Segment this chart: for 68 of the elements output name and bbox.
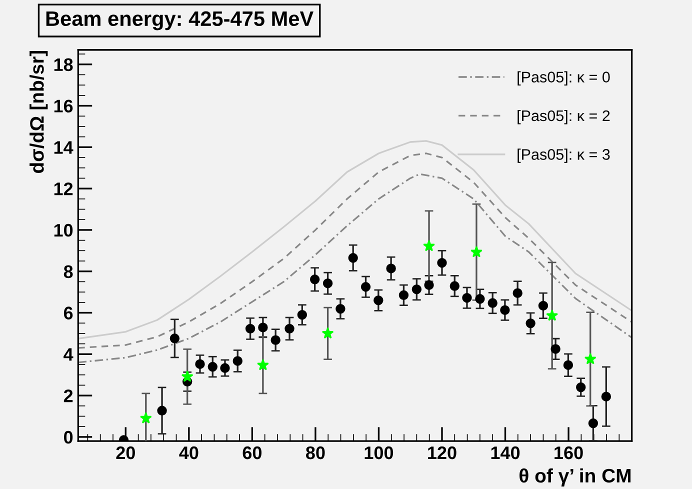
point xyxy=(208,362,218,372)
x-tick-label: 20 xyxy=(116,446,135,460)
point xyxy=(258,322,268,332)
point xyxy=(284,324,294,334)
point xyxy=(423,240,435,252)
point xyxy=(500,305,510,315)
x-tick-label: 60 xyxy=(242,446,262,460)
y-tick-label: 12 xyxy=(54,182,73,196)
x-tick-label: 40 xyxy=(179,446,198,460)
point xyxy=(181,370,194,382)
point xyxy=(140,412,152,424)
x-tick-label: 160 xyxy=(554,446,583,460)
point xyxy=(550,344,560,354)
x-tick-label: 100 xyxy=(364,446,394,460)
point xyxy=(310,274,320,284)
point xyxy=(398,290,409,300)
legend-label: [Pas05]: κ = 2 xyxy=(518,110,610,124)
x-tick-label: 140 xyxy=(491,446,520,460)
point xyxy=(437,258,447,268)
legend-label: [Pas05]: κ = 3 xyxy=(518,148,610,163)
point xyxy=(424,280,434,290)
point xyxy=(576,382,586,392)
x-axis-title: θ of γ’ in CM xyxy=(520,468,631,486)
legend-label: [Pas05]: κ = 0 xyxy=(518,71,610,86)
point xyxy=(256,358,269,370)
point xyxy=(386,264,396,274)
point xyxy=(470,246,482,258)
line-series xyxy=(78,173,632,364)
point xyxy=(601,392,612,402)
y-tick-label: 14 xyxy=(54,141,74,154)
chart-title: Beam energy: 425-475 MeV xyxy=(46,11,314,30)
point xyxy=(220,363,230,373)
point xyxy=(450,281,460,291)
y-tick-label: 8 xyxy=(64,265,73,278)
point xyxy=(322,278,333,288)
y-tick-label: 2 xyxy=(64,389,73,402)
point xyxy=(546,309,558,321)
point xyxy=(412,284,422,294)
point xyxy=(512,288,522,298)
point xyxy=(526,318,536,328)
point xyxy=(475,294,485,304)
x-tick-label: 80 xyxy=(306,446,325,460)
y-tick-label: 4 xyxy=(64,348,74,361)
point xyxy=(195,359,205,369)
y-tick-label: 0 xyxy=(64,430,73,444)
point xyxy=(170,334,180,344)
point xyxy=(322,327,334,339)
point xyxy=(538,300,548,311)
point xyxy=(157,406,167,416)
point xyxy=(348,253,358,263)
y-tick-label: 10 xyxy=(54,224,73,237)
y-tick-label: 6 xyxy=(64,306,73,320)
x-tick-label: 120 xyxy=(428,446,456,460)
y-axis-title: dσ/dΩ [nb/sr] xyxy=(30,50,48,174)
point xyxy=(245,324,256,334)
point xyxy=(297,310,308,320)
point xyxy=(462,292,472,303)
point xyxy=(270,335,280,345)
y-tick-label: 16 xyxy=(54,100,73,112)
point xyxy=(336,304,346,314)
point xyxy=(588,418,598,428)
point xyxy=(374,295,384,306)
point xyxy=(584,352,596,364)
point xyxy=(563,360,574,370)
point xyxy=(488,298,498,308)
y-tick-label: 18 xyxy=(54,58,73,72)
point xyxy=(232,356,242,366)
point xyxy=(360,282,371,292)
